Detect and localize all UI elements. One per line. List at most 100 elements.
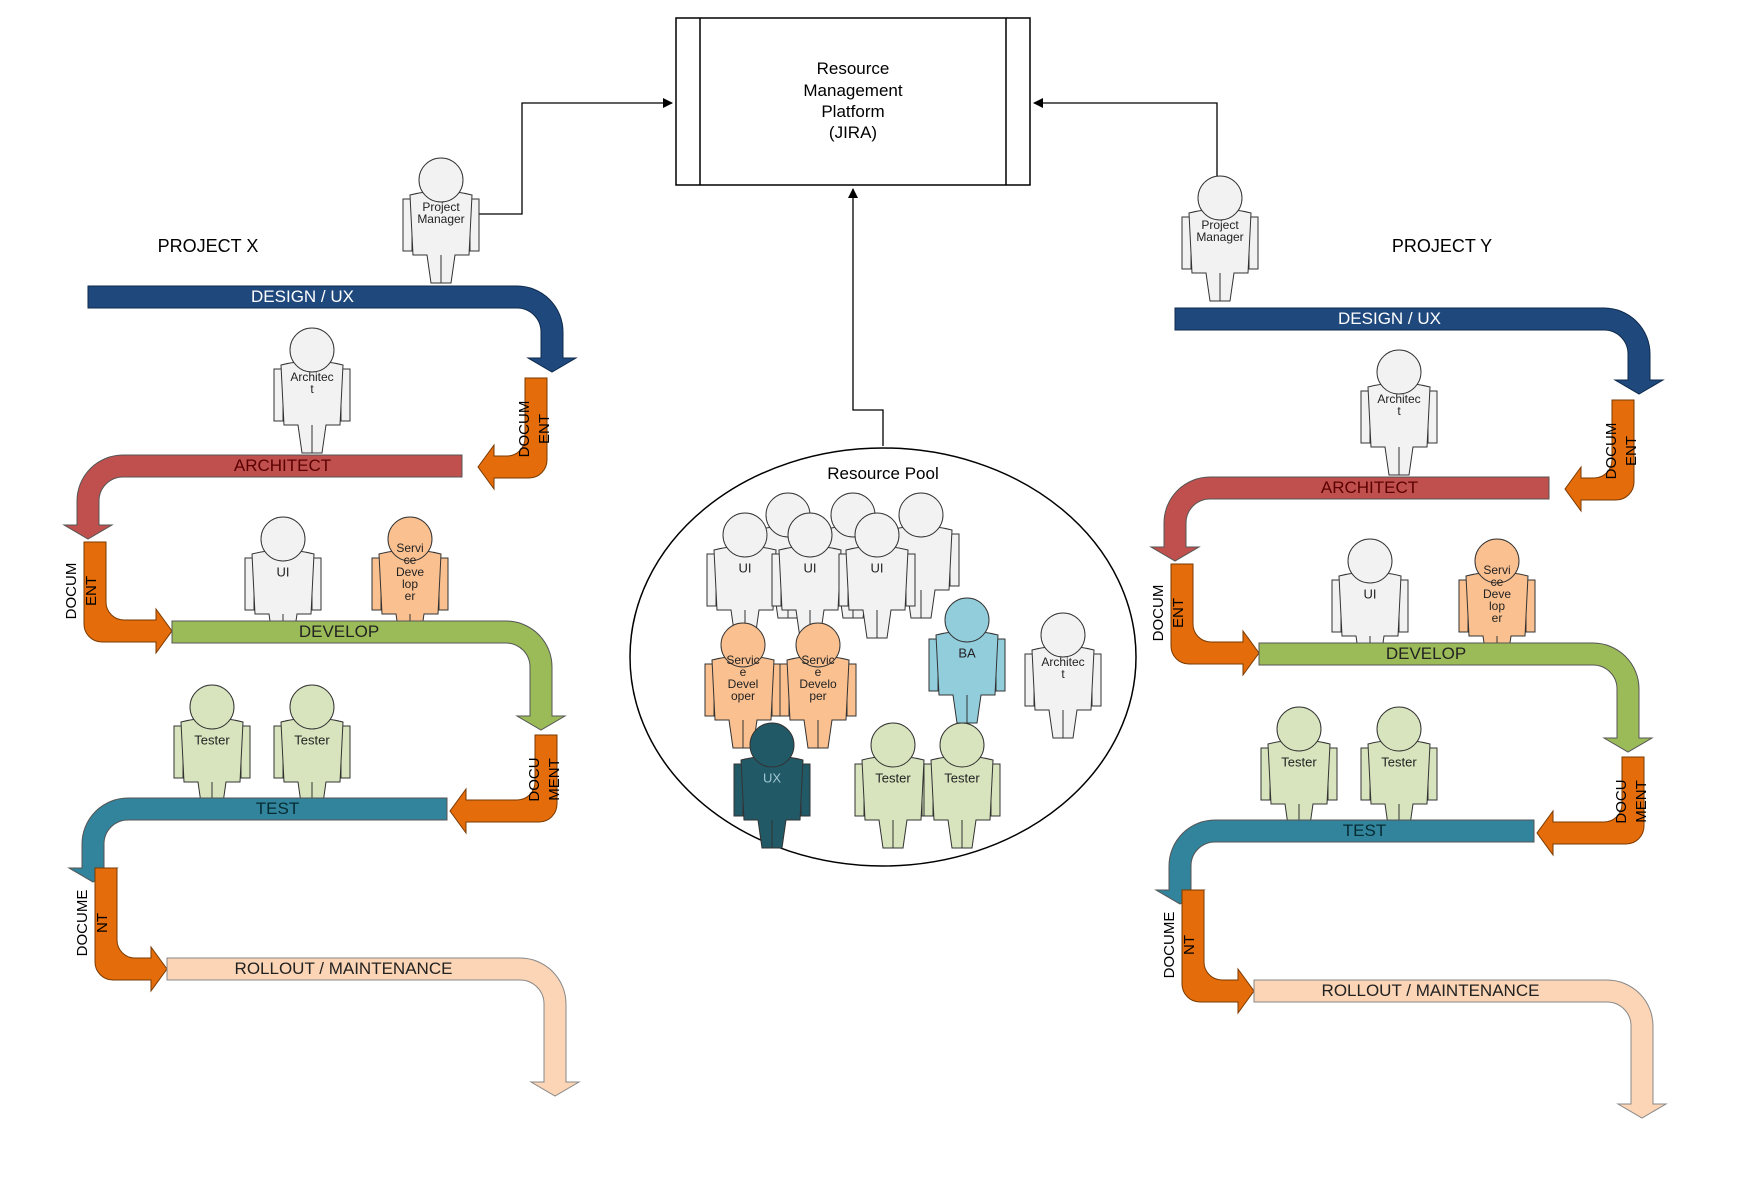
project-x-tester-1: Tester xyxy=(173,684,251,811)
resource-pool-title: Resource Pool xyxy=(827,464,939,483)
platform-title-line-4: (JIRA) xyxy=(829,123,877,142)
svg-text:ARCHITECT: ARCHITECT xyxy=(1321,478,1418,497)
svg-text:DEVELOP: DEVELOP xyxy=(1386,644,1466,663)
svg-text:oper: oper xyxy=(731,689,755,703)
connector-pool-to-platform xyxy=(848,188,884,446)
platform-title-line-1: Resource xyxy=(817,59,890,78)
svg-text:MENT: MENT xyxy=(546,758,563,801)
project-x-document-3: DOCU MENT xyxy=(449,734,563,835)
svg-text:DOCUME: DOCUME xyxy=(1161,912,1178,979)
svg-text:per: per xyxy=(809,689,826,703)
svg-text:e: e xyxy=(740,665,747,679)
project-y-document-3: DOCU MENT xyxy=(1536,756,1650,857)
svg-text:DOCU: DOCU xyxy=(526,757,543,801)
platform-title-line-2: Management xyxy=(803,81,903,100)
svg-text:NT: NT xyxy=(1181,935,1198,955)
svg-text:DEVELOP: DEVELOP xyxy=(299,622,379,641)
svg-text:ENT: ENT xyxy=(536,414,553,444)
svg-text:ENT: ENT xyxy=(1170,598,1187,628)
project-x-ui-developer: UI xyxy=(244,516,322,643)
svg-text:Tester: Tester xyxy=(1381,755,1417,770)
project-x-tester-2: Tester xyxy=(273,684,351,811)
svg-text:UI: UI xyxy=(739,561,752,576)
svg-text:UI: UI xyxy=(1364,587,1377,602)
svg-text:UI: UI xyxy=(871,561,884,576)
svg-text:Architec: Architec xyxy=(1041,655,1084,669)
project-y-stage-design: DESIGN / UX xyxy=(1174,307,1665,395)
svg-text:er: er xyxy=(1492,611,1503,625)
svg-text:DOCUM: DOCUM xyxy=(1603,423,1620,480)
connector-pm-y-to-platform xyxy=(1033,98,1218,200)
svg-text:er: er xyxy=(405,589,416,603)
svg-text:Servic: Servic xyxy=(726,653,759,667)
svg-text:UI: UI xyxy=(277,565,290,580)
svg-text:Servi: Servi xyxy=(1483,563,1510,577)
pool-ui-developer-3: UI xyxy=(838,512,916,639)
svg-text:NT: NT xyxy=(94,913,111,933)
svg-text:Tester: Tester xyxy=(944,771,980,786)
svg-text:UI: UI xyxy=(804,561,817,576)
project-y-stage-rollout: ROLLOUT / MAINTENANCE xyxy=(1253,979,1668,1119)
svg-text:Manager: Manager xyxy=(1196,230,1243,244)
project-y-document-1: DOCUM ENT xyxy=(1564,399,1640,513)
resource-pool-people: UI UI UIServiceDeveloperServiceDeveloperBA… xyxy=(704,492,1102,849)
project-y-title: PROJECT Y xyxy=(1392,236,1492,256)
svg-text:Project: Project xyxy=(1201,218,1239,232)
svg-text:DOCUME: DOCUME xyxy=(74,890,91,957)
project-y-document-4: DOCUME NT xyxy=(1161,889,1255,1015)
svg-text:e: e xyxy=(815,665,822,679)
project-x-document-1: DOCUM ENT xyxy=(477,377,553,491)
project-y-tester-1: Tester xyxy=(1260,706,1338,833)
svg-text:Servi: Servi xyxy=(396,541,423,555)
connector-pm-x-to-platform xyxy=(475,98,673,215)
svg-text:ENT: ENT xyxy=(1623,436,1640,466)
svg-text:ce: ce xyxy=(1491,575,1504,589)
svg-text:t: t xyxy=(310,382,314,396)
project-y-document-2: DOCUM ENT xyxy=(1150,563,1260,677)
svg-text:Architec: Architec xyxy=(290,370,333,384)
project-y-stage-test: TEST xyxy=(1154,819,1535,905)
svg-text:Manager: Manager xyxy=(417,212,464,226)
svg-text:DOCUM: DOCUM xyxy=(1150,585,1167,642)
svg-text:Deve: Deve xyxy=(1483,587,1511,601)
svg-text:ENT: ENT xyxy=(83,576,100,606)
svg-text:DOCUM: DOCUM xyxy=(516,401,533,458)
platform-title-line-3: Platform xyxy=(821,102,884,121)
svg-text:UX: UX xyxy=(763,771,781,786)
svg-text:DESIGN / UX: DESIGN / UX xyxy=(1338,309,1441,328)
svg-text:Devel: Devel xyxy=(728,677,759,691)
svg-text:Develo: Develo xyxy=(799,677,837,691)
project-x-stage-test: TEST xyxy=(67,797,448,883)
resource-management-platform: Resource Management Platform (JIRA) xyxy=(675,17,1031,186)
project-x-stage-develop: DEVELOP xyxy=(171,620,567,731)
svg-text:BA: BA xyxy=(958,646,976,661)
svg-text:MENT: MENT xyxy=(1633,780,1650,823)
pool-business-analyst: BA xyxy=(928,597,1006,724)
project-x-document-2: DOCUM ENT xyxy=(63,541,173,655)
project-x-title: PROJECT X xyxy=(158,236,259,256)
project-x-stage-design: DESIGN / UX xyxy=(87,285,578,373)
project-x-document-4: DOCUME NT xyxy=(74,867,168,993)
svg-text:t: t xyxy=(1061,667,1065,681)
pool-tester-2: Tester xyxy=(923,722,1001,849)
svg-text:t: t xyxy=(1397,404,1401,418)
svg-text:Project: Project xyxy=(422,200,460,214)
svg-text:Tester: Tester xyxy=(875,771,911,786)
project-y-ui-developer: UI xyxy=(1331,538,1409,665)
svg-text:Tester: Tester xyxy=(194,733,230,748)
project-x-stage-architect: ARCHITECT xyxy=(62,454,463,540)
svg-text:DESIGN / UX: DESIGN / UX xyxy=(251,287,354,306)
svg-text:Tester: Tester xyxy=(1281,755,1317,770)
svg-text:ROLLOUT / MAINTENANCE: ROLLOUT / MAINTENANCE xyxy=(235,959,453,978)
svg-text:Tester: Tester xyxy=(294,733,330,748)
